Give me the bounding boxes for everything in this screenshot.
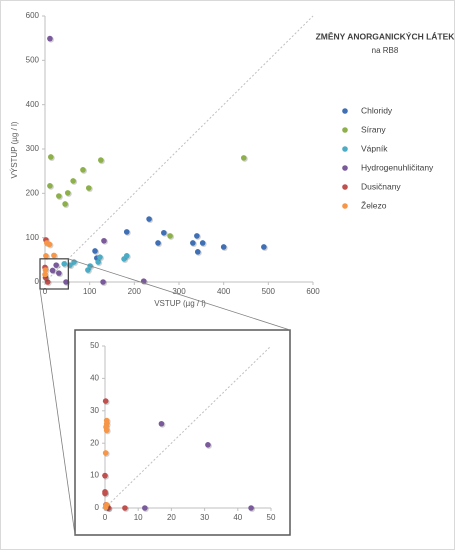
x-tick-label: 400	[217, 287, 231, 296]
x-tick-label: 30	[200, 513, 209, 522]
point	[56, 270, 62, 276]
legend-marker	[342, 127, 348, 133]
diagonal	[44, 15, 314, 283]
point	[80, 167, 86, 173]
point	[44, 279, 51, 285]
point	[205, 442, 211, 448]
legend-marker	[342, 203, 348, 209]
point	[47, 182, 53, 189]
point	[194, 233, 200, 239]
y-tick-label: 30	[90, 406, 99, 415]
point	[194, 249, 201, 255]
y-tick-label: 600	[26, 11, 40, 20]
point	[155, 240, 161, 246]
legend-marker	[342, 184, 348, 190]
x-tick-label: 100	[83, 287, 97, 296]
x-tick-label: 10	[134, 513, 143, 522]
y-tick-label: 10	[90, 471, 99, 480]
point	[70, 178, 76, 184]
legend-marker	[342, 146, 348, 152]
point	[97, 254, 103, 260]
diagonal	[104, 345, 272, 509]
y-tick-label: 200	[26, 188, 40, 197]
point	[62, 201, 68, 207]
point	[158, 420, 165, 427]
point	[220, 244, 227, 250]
legend-label: Sírany	[361, 124, 386, 134]
point	[103, 427, 110, 434]
chart-subtitle: na RB8	[372, 46, 399, 55]
point	[123, 229, 130, 235]
point	[101, 237, 107, 244]
y-tick-label: 20	[90, 438, 99, 447]
point	[102, 472, 108, 479]
point	[102, 398, 109, 404]
x-tick-label: 200	[128, 287, 142, 296]
legend-label: Hydrogenuhličitany	[361, 162, 434, 172]
y-tick-label: 100	[26, 233, 40, 242]
point	[42, 271, 48, 278]
x-tick-label: 500	[262, 287, 276, 296]
chart-title: ZMĚNY ANORGANICKÝCH LÁTEK	[316, 30, 455, 41]
x-axis-label: VSTUP (µg / l)	[154, 299, 206, 308]
legend-label: Železo	[361, 200, 387, 210]
point	[63, 279, 69, 285]
point	[43, 253, 49, 259]
point	[102, 450, 109, 456]
point	[102, 490, 108, 497]
point	[102, 504, 109, 511]
x-tick-label: 20	[167, 513, 176, 522]
point	[190, 240, 196, 246]
zoom-connector	[68, 258, 291, 331]
legend-label: Dusičnany	[361, 181, 401, 191]
point	[240, 155, 247, 161]
point	[122, 505, 128, 511]
y-tick-label: 0	[35, 277, 40, 286]
x-tick-label: 300	[172, 287, 186, 296]
x-tick-label: 40	[233, 513, 242, 522]
point	[48, 154, 54, 160]
point	[51, 252, 57, 259]
point	[49, 267, 56, 274]
x-tick-label: 600	[306, 287, 320, 296]
y-axis-label: VÝSTUP (µg / l)	[10, 121, 19, 178]
y-tick-label: 400	[26, 100, 40, 109]
point	[261, 244, 267, 250]
point	[71, 259, 77, 265]
point	[161, 229, 167, 236]
x-tick-label: 0	[43, 287, 48, 296]
zoom-connector	[39, 288, 76, 536]
y-tick-label: 300	[26, 144, 40, 153]
y-tick-label: 0	[95, 503, 100, 512]
x-tick-label: 0	[103, 513, 108, 522]
point	[92, 248, 98, 254]
point	[42, 267, 49, 273]
point	[100, 279, 106, 285]
point	[248, 505, 254, 511]
legend-marker	[342, 165, 348, 171]
point	[123, 253, 130, 259]
point	[47, 35, 53, 42]
point	[46, 241, 53, 248]
y-tick-label: 40	[90, 374, 99, 383]
y-tick-label: 50	[90, 341, 99, 350]
point	[56, 193, 62, 199]
point	[85, 185, 92, 191]
y-tick-label: 500	[26, 55, 40, 64]
point	[167, 233, 173, 239]
point	[64, 190, 71, 196]
x-tick-label: 50	[267, 513, 276, 522]
point	[199, 240, 206, 246]
legend-marker	[342, 108, 348, 114]
point	[142, 505, 148, 511]
point	[95, 259, 101, 265]
point	[53, 262, 59, 268]
legend-label: Vápník	[361, 143, 388, 153]
point	[61, 261, 68, 267]
point	[146, 216, 152, 222]
legend-label: Chloridy	[361, 105, 393, 115]
zoom-box	[39, 258, 69, 290]
point	[98, 157, 104, 163]
